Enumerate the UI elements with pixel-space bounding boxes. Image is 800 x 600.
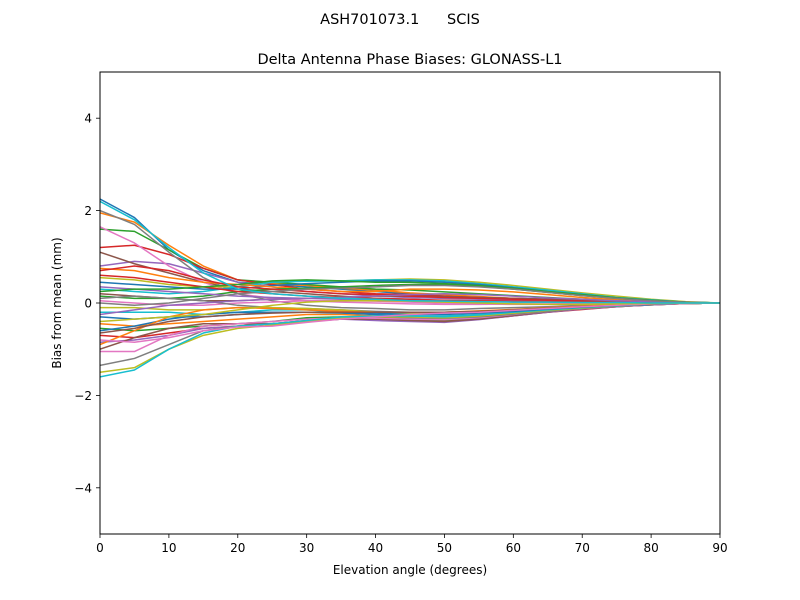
- x-tick-label: 0: [96, 541, 104, 555]
- x-tick-label: 80: [643, 541, 658, 555]
- series-line-37: [100, 302, 720, 344]
- x-tick-label: 10: [161, 541, 176, 555]
- y-tick-label: −2: [74, 389, 92, 403]
- y-tick-label: 0: [84, 297, 92, 311]
- series-line-40: [100, 200, 720, 304]
- y-axis-label: Bias from mean (mm): [50, 237, 64, 368]
- y-tick-label: 2: [84, 204, 92, 218]
- series-line-38: [100, 284, 720, 307]
- y-tick-label: 4: [84, 112, 92, 126]
- series-layer: [100, 198, 720, 378]
- y-axis: −4 −2 0 2 4: [74, 112, 100, 495]
- x-tick-label: 60: [506, 541, 521, 555]
- x-tick-label: 30: [299, 541, 314, 555]
- x-tick-label: 50: [437, 541, 452, 555]
- chart-title: Delta Antenna Phase Biases: GLONASS-L1: [257, 52, 562, 68]
- figure-suptitle: ASH701073.1 SCIS: [320, 12, 480, 28]
- x-axis-label: Elevation angle (degrees): [333, 563, 487, 577]
- series-line-35: [100, 293, 720, 316]
- x-axis: 0 10 20 30 40 50 60 70 80 90: [96, 534, 728, 555]
- x-tick-label: 70: [575, 541, 590, 555]
- x-tick-label: 20: [230, 541, 245, 555]
- series-line-12: [100, 267, 720, 304]
- y-tick-label: −4: [74, 481, 92, 495]
- x-tick-label: 40: [368, 541, 383, 555]
- x-tick-label: 90: [712, 541, 727, 555]
